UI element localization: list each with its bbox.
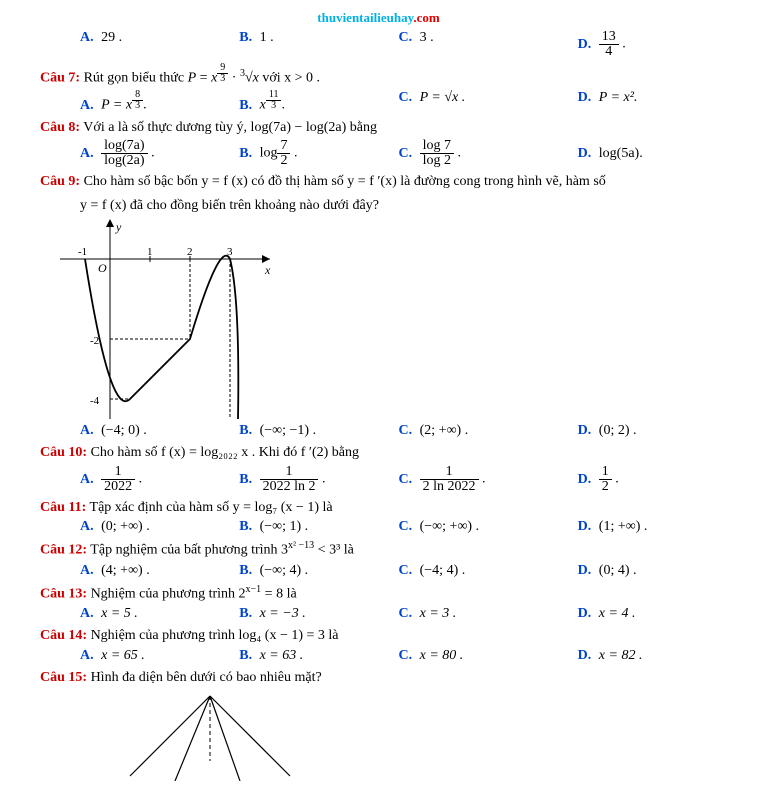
svg-text:x: x [264,263,271,277]
opt-a: 29 . [101,30,122,45]
q9-line2: y = f (x) đã cho đồng biến trên khoảng n… [80,196,717,216]
q11-options: A. (0; +∞) . B. (−∞; 1) . C. (−∞; +∞) . … [80,519,717,535]
q13: Câu 13: Nghiệm của phương trình 2x−1 = 8… [40,583,717,604]
svg-text:1: 1 [147,246,153,258]
q14-options: A. x = 65 . B. x = 63 . C. x = 80 . D. x… [80,648,717,664]
q11: Câu 11: Tập xác định của hàm số y = log₇… [40,498,717,518]
q7-d: P = x². [599,90,638,105]
site-part2: .com [413,10,439,25]
opt-b: 1 . [260,30,274,45]
q12-options: A. (4; +∞) . B. (−∞; 4) . C. (−4; 4) . D… [80,563,717,579]
label-a: A. [80,30,94,45]
svg-text:-1: -1 [78,246,87,258]
q15: Câu 15: Hình đa diện bên dưới có bao nhi… [40,668,717,688]
svg-text:O: O [98,261,107,275]
svg-text:-2: -2 [90,335,99,347]
q10: Câu 10: Cho hàm số f (x) = log₂₀₂₂ x . K… [40,443,717,463]
svg-text:2: 2 [187,246,193,258]
q7-options: A. P = x83. B. x113. C. P = √x . D. P = … [80,90,717,113]
q8: Câu 8: Với a là số thực dương tùy ý, log… [40,118,717,138]
q13-options: A. x = 5 . B. x = −3 . C. x = 3 . D. x =… [80,606,717,622]
svg-text:-4: -4 [90,395,100,407]
svg-text:y: y [115,220,122,234]
q10-options: A. 12022 . B. 12022 ln 2 . C. 12 ln 2022… [80,465,717,494]
q12: Câu 12: Tập nghiệm của bất phương trình … [40,539,717,560]
pre-options: A. 29 . B. 1 . C. 3 . D. 134 . [80,30,717,59]
site-header: thuvientailieuhay.com [40,10,717,26]
q9: Câu 9: Cho hàm số bậc bốn y = f (x) có đ… [40,172,717,192]
site-part1: thuvientailieuhay [317,10,413,25]
q9-graph: y x O -1 1 2 3 -2 -4 [60,219,717,419]
opt-c: 3 . [420,30,434,45]
q14: Câu 14: Nghiệm của phương trình log₄ (x … [40,626,717,646]
q8-options: A. log(7a)log(2a) . B. log72 . C. log 7l… [80,139,717,168]
q7-c: P = √x . [420,90,466,105]
q15-pyramid [100,691,717,781]
q7: Câu 7: Rút gọn biểu thức P = x93 · 3√x v… [40,63,717,88]
q9-options: A. (−4; 0) . B. (−∞; −1) . C. (2; +∞) . … [80,423,717,439]
